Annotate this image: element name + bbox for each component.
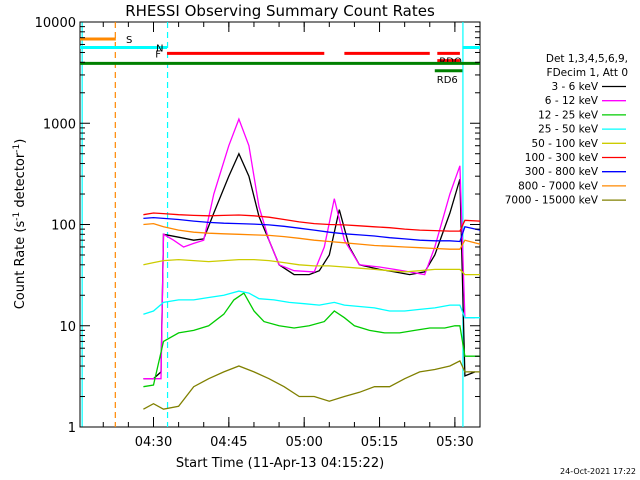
legend-label: 7000 - 15000 keV	[505, 195, 599, 207]
legend-label: 800 - 7000 keV	[518, 180, 599, 192]
plot-frame	[79, 21, 481, 428]
x-tick-label: 04:30	[135, 435, 172, 450]
series-line	[143, 152, 476, 380]
x-tick-label: 04:45	[210, 435, 247, 450]
legend-label: 6 - 12 keV	[545, 95, 599, 107]
x-tick-label: 05:30	[436, 435, 473, 450]
series-line	[143, 222, 481, 250]
y-tick-label: 1	[68, 421, 76, 436]
y-label-part: Count Rate (s	[13, 221, 28, 310]
chart-title: RHESSI Observing Summary Count Rates	[125, 2, 435, 20]
series-line	[143, 292, 480, 388]
y-tick-label: 10	[59, 320, 76, 335]
series-lines	[143, 117, 481, 410]
legend-header-line: Det 1,3,4,5,6,9,	[546, 53, 628, 65]
x-axis: 04:30 04:45 05:00 05:15 05:30	[102, 22, 474, 450]
x-axis-label: Start Time (11-Apr-13 04:15:22)	[176, 456, 384, 471]
y-tick-label: 100	[51, 219, 76, 234]
time-markers	[81, 22, 464, 427]
y-label-part: detector	[13, 152, 28, 212]
x-tick-label: 05:15	[361, 435, 398, 450]
status-flags: SNFRDORD6	[80, 35, 480, 86]
y-label-sup: -1	[12, 212, 22, 221]
y-tick-label: 10000	[35, 16, 76, 31]
series-line	[143, 212, 481, 232]
flag-label: N	[156, 43, 163, 54]
legend-label: 300 - 800 keV	[525, 166, 599, 178]
x-tick-label: 05:00	[285, 435, 322, 450]
legend-label: 12 - 25 keV	[538, 109, 599, 121]
legend-header-line: FDecim 1, Att 0	[547, 67, 628, 79]
y-axis: 1 10 100 1000 10000	[35, 16, 480, 436]
flag-label: F	[155, 49, 161, 60]
legend: Det 1,3,4,5,6,9, FDecim 1, Att 0 3 - 6 k…	[505, 53, 628, 207]
y-label-sup: -1	[12, 144, 22, 153]
series-line	[143, 216, 481, 243]
flag-label: S	[126, 35, 132, 46]
footer-timestamp: 24-Oct-2021 17:22	[560, 467, 636, 476]
flag-label: RD6	[437, 75, 458, 86]
y-label-part: )	[13, 139, 28, 144]
series-line	[143, 290, 480, 319]
series-line	[143, 258, 480, 276]
series-line	[143, 360, 480, 410]
y-axis-label: Count Rate (s-1 detector-1)	[12, 139, 28, 310]
y-tick-label: 1000	[43, 117, 76, 132]
legend-label: 50 - 100 keV	[531, 138, 598, 150]
legend-label: 3 - 6 keV	[551, 81, 598, 93]
legend-label: 100 - 300 keV	[525, 152, 599, 164]
series-line	[143, 117, 475, 380]
legend-label: 25 - 50 keV	[538, 124, 599, 136]
